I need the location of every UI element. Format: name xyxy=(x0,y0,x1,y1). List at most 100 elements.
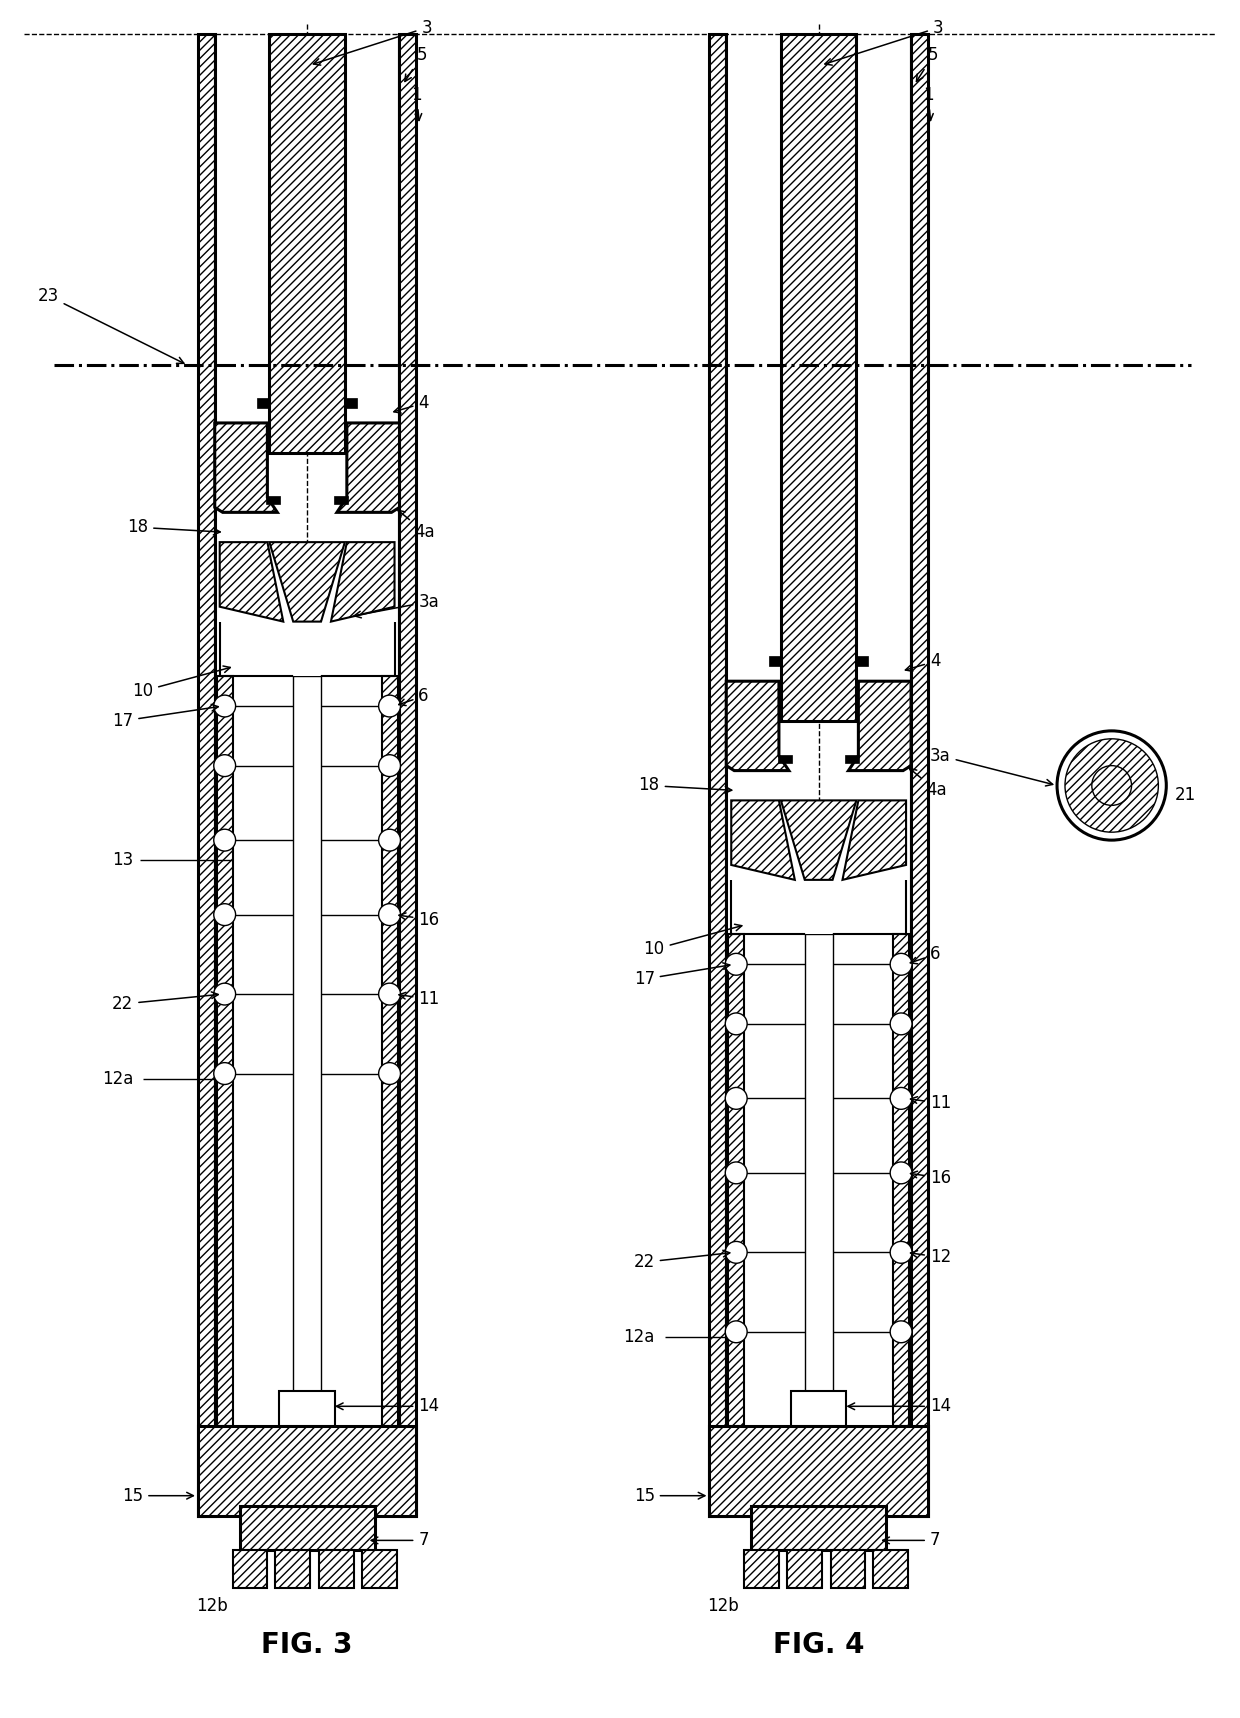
Text: 12b: 12b xyxy=(708,1598,739,1615)
Text: 15: 15 xyxy=(634,1486,704,1505)
Circle shape xyxy=(213,1063,236,1084)
Text: 6: 6 xyxy=(910,945,940,964)
Text: 4: 4 xyxy=(905,653,940,672)
Text: 3a: 3a xyxy=(355,593,439,618)
Bar xyxy=(294,622,320,677)
Bar xyxy=(382,677,398,1426)
Circle shape xyxy=(1065,739,1158,832)
Bar xyxy=(345,399,357,409)
Circle shape xyxy=(725,1321,748,1343)
Circle shape xyxy=(1056,730,1167,840)
Text: 23: 23 xyxy=(37,287,184,364)
Polygon shape xyxy=(732,801,795,880)
Bar xyxy=(217,677,233,1426)
Text: 16: 16 xyxy=(399,911,439,929)
Circle shape xyxy=(378,696,401,716)
Circle shape xyxy=(1091,766,1132,806)
Bar xyxy=(334,497,348,505)
Bar xyxy=(709,34,727,1515)
Text: 12: 12 xyxy=(910,1249,951,1266)
Bar xyxy=(728,935,744,1426)
Bar xyxy=(787,1550,822,1587)
Circle shape xyxy=(890,953,913,976)
Bar xyxy=(805,935,832,1426)
Circle shape xyxy=(213,904,236,926)
Text: 11: 11 xyxy=(910,1094,951,1112)
Text: 16: 16 xyxy=(910,1168,951,1187)
Circle shape xyxy=(890,1161,913,1184)
Text: 4a: 4a xyxy=(398,510,435,541)
Bar xyxy=(744,1550,779,1587)
Bar xyxy=(846,754,859,763)
Circle shape xyxy=(890,1321,913,1343)
Circle shape xyxy=(378,830,401,850)
Text: 12a: 12a xyxy=(624,1328,655,1345)
Polygon shape xyxy=(781,801,857,880)
Text: 17: 17 xyxy=(112,704,218,730)
Bar xyxy=(198,1426,417,1515)
Bar xyxy=(399,34,417,1515)
Text: 1: 1 xyxy=(923,86,934,120)
Text: 1: 1 xyxy=(412,86,422,120)
Polygon shape xyxy=(842,801,906,880)
Polygon shape xyxy=(215,423,278,512)
Polygon shape xyxy=(848,682,911,771)
Circle shape xyxy=(725,953,748,976)
Bar xyxy=(233,1550,268,1587)
Text: 17: 17 xyxy=(634,962,730,988)
Text: 3a: 3a xyxy=(930,747,1053,785)
Bar xyxy=(751,1505,887,1550)
Bar xyxy=(198,34,215,1515)
Text: 11: 11 xyxy=(399,990,440,1008)
Circle shape xyxy=(378,1063,401,1084)
Text: 5: 5 xyxy=(916,46,939,81)
Bar xyxy=(781,34,857,722)
Text: FIG. 3: FIG. 3 xyxy=(262,1630,353,1658)
Polygon shape xyxy=(219,543,283,622)
Bar xyxy=(873,1550,908,1587)
Bar xyxy=(362,1550,397,1587)
Circle shape xyxy=(890,1087,913,1110)
Bar xyxy=(791,1392,847,1426)
Circle shape xyxy=(725,1161,748,1184)
Bar xyxy=(267,497,280,505)
Polygon shape xyxy=(337,423,399,512)
Circle shape xyxy=(725,1087,748,1110)
Bar xyxy=(269,34,345,454)
Text: 14: 14 xyxy=(336,1397,439,1416)
Text: 12a: 12a xyxy=(102,1070,133,1087)
Circle shape xyxy=(213,696,236,716)
Bar xyxy=(709,1426,928,1515)
Text: 12b: 12b xyxy=(196,1598,228,1615)
Bar xyxy=(319,1550,353,1587)
Text: 4a: 4a xyxy=(909,768,946,799)
Bar xyxy=(777,754,792,763)
Text: 13: 13 xyxy=(112,850,133,869)
Text: 6: 6 xyxy=(399,687,429,706)
Bar xyxy=(279,1392,335,1426)
Bar xyxy=(806,880,832,935)
Text: 18: 18 xyxy=(639,777,732,794)
Polygon shape xyxy=(727,682,789,771)
Bar xyxy=(911,34,928,1515)
Bar xyxy=(293,677,321,1426)
Circle shape xyxy=(378,904,401,926)
Circle shape xyxy=(890,1242,913,1263)
Circle shape xyxy=(725,1014,748,1034)
Text: 7: 7 xyxy=(371,1531,429,1550)
Bar xyxy=(275,1550,310,1587)
Polygon shape xyxy=(331,543,394,622)
Circle shape xyxy=(213,983,236,1005)
Circle shape xyxy=(213,754,236,777)
Polygon shape xyxy=(269,543,345,622)
Text: 10: 10 xyxy=(131,667,231,701)
Bar xyxy=(769,656,781,667)
Bar xyxy=(831,1550,866,1587)
Circle shape xyxy=(213,830,236,850)
Bar xyxy=(258,399,269,409)
Circle shape xyxy=(378,754,401,777)
Circle shape xyxy=(378,983,401,1005)
Text: 5: 5 xyxy=(405,46,427,81)
Circle shape xyxy=(725,1242,748,1263)
Text: 18: 18 xyxy=(126,519,221,536)
